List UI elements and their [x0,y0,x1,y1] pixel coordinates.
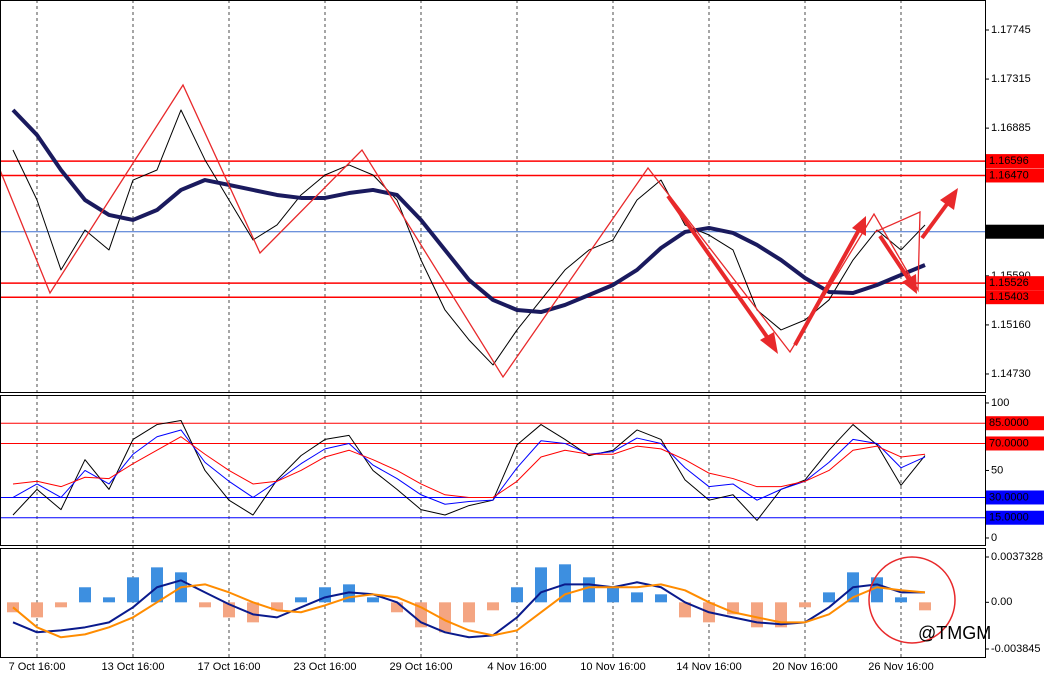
level-label-box [986,290,1044,305]
histogram-bar [583,577,595,603]
level-label: 1.16596 [989,155,1029,167]
series-line [11,108,926,315]
arrow-head [760,332,778,354]
panel [7,564,931,639]
level-label: 1.15403 [989,291,1029,303]
series-line [12,579,925,639]
histogram-bar [151,567,163,603]
histogram-bar [127,577,139,603]
level-label-box [986,154,1044,169]
y-tick-label: 0 [991,532,997,544]
level-label: 85.0000 [989,417,1029,429]
y-tick-label: 100 [991,397,1009,409]
histogram-bar [511,587,523,603]
histogram-bar [631,592,643,603]
y-tick-label: 0.00 [991,596,1012,608]
level-label-box [986,510,1044,525]
y-tick-label: 0.0037328 [991,551,1043,563]
x-tick-label: 10 Nov 16:00 [580,661,645,673]
level-label: 70.0000 [989,437,1029,449]
level-label-box [986,490,1044,505]
y-tick-label: 1.17315 [991,73,1031,85]
series-line [12,583,926,639]
watermark: @TMGM [918,623,991,643]
series-line [12,109,926,366]
histogram-bar [535,567,547,603]
arrow [793,227,862,346]
histogram-bar [31,602,43,618]
histogram-bar [55,602,67,608]
arrow [666,194,774,346]
panel-frame [0,548,986,658]
y-tick-label: 50 [991,464,1003,476]
series-line [12,420,926,521]
series-line [12,429,926,505]
histogram-bar [271,602,283,611]
x-tick-label: 20 Nov 16:00 [772,661,837,673]
annotations [0,83,958,644]
histogram-bar [103,597,115,603]
level-label-box [986,436,1044,451]
last-price-label: 1.15977 [989,226,1029,238]
arrow [920,198,952,240]
level-label: 1.16470 [989,169,1029,181]
arrow-head [852,216,866,236]
histogram-bar [799,602,811,608]
x-tick-label: 13 Oct 16:00 [102,661,165,673]
y-tick-label: 1.15160 [991,319,1031,331]
zigzag [0,83,921,379]
x-tick-label: 14 Nov 16:00 [676,661,741,673]
x-tick-label: 4 Nov 16:00 [487,661,546,673]
histogram-bar [871,577,883,603]
histogram-bar [391,602,403,613]
histogram-bar [79,587,91,603]
arrow [878,234,914,286]
arrow-head [902,274,917,294]
histogram-bar [655,594,667,603]
histogram-bar [679,602,691,618]
x-tick-label: 7 Oct 16:00 [9,661,66,673]
series-line [12,436,926,498]
histogram-bar [919,602,931,611]
level-label-box [986,416,1044,431]
vertical-grid [36,0,902,657]
level-label-box [986,276,1044,291]
panel-frame [0,0,986,393]
x-tick-label: 17 Oct 16:00 [198,661,261,673]
panel [0,420,985,521]
level-label: 1.15526 [989,277,1029,289]
y-tick-label: 1.17745 [991,24,1031,36]
histogram-bar [607,587,619,603]
y-tick-label: -0.003845 [991,643,1041,655]
histogram-bar [487,602,499,611]
histogram-bar [463,602,475,623]
histogram-bar [439,602,451,633]
x-tick-label: 23 Oct 16:00 [294,661,357,673]
histogram-bar [199,602,211,608]
level-label-box [986,168,1044,183]
last-price-box [986,224,1044,239]
x-tick-label: 26 Nov 16:00 [868,661,933,673]
histogram-bar [823,592,835,603]
arrow-head [940,188,958,210]
histogram-bar [247,602,259,623]
highlight-circle [868,556,956,644]
x-tick-label: 29 Oct 16:00 [390,661,453,673]
level-label: 15.0000 [989,512,1029,524]
histogram-bar [295,597,307,603]
histogram-bar [895,597,907,603]
y-tick-label: 1.14730 [991,368,1031,380]
histogram-bar [367,597,379,603]
level-label: 30.0000 [989,491,1029,503]
y-tick-label: 1.16885 [991,122,1031,134]
labels: 1.177451.173151.168851.155901.151601.147… [9,24,1044,673]
